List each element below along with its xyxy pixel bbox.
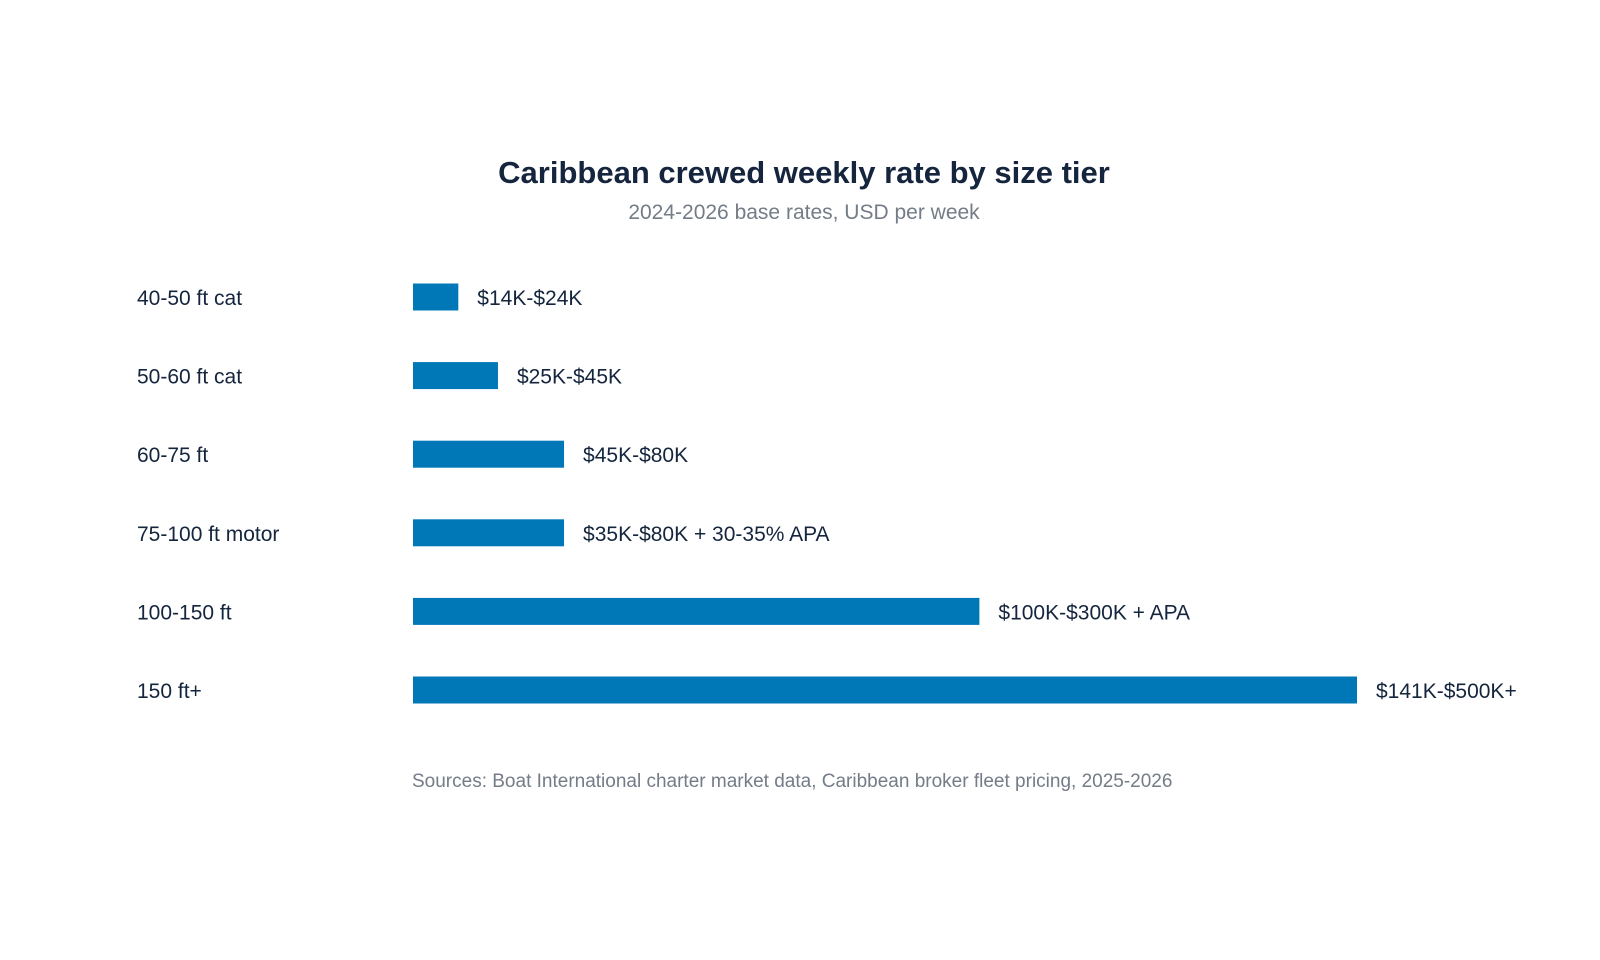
bar bbox=[413, 597, 980, 625]
category-label: 40-50 ft cat bbox=[137, 287, 242, 310]
data-label: $100K-$300K + APA bbox=[998, 601, 1190, 624]
chart-subtitle: 2024-2026 base rates, USD per week bbox=[628, 201, 980, 224]
data-label: $35K-$80K + 30-35% APA bbox=[583, 523, 830, 546]
category-label: 100-150 ft bbox=[137, 601, 232, 624]
category-label: 50-60 ft cat bbox=[137, 366, 242, 389]
source-note: Sources: Boat International charter mark… bbox=[412, 771, 1172, 792]
data-label: $25K-$45K bbox=[517, 366, 622, 389]
category-label: 150 ft+ bbox=[137, 680, 202, 703]
bar bbox=[413, 283, 459, 311]
bar bbox=[413, 676, 1357, 704]
category-label: 75-100 ft motor bbox=[137, 523, 279, 546]
data-label: $45K-$80K bbox=[583, 444, 688, 467]
bar bbox=[413, 362, 498, 390]
category-label: 60-75 ft bbox=[137, 444, 208, 467]
data-label: $141K-$500K+ bbox=[1376, 680, 1517, 703]
chart-title: Caribbean crewed weekly rate by size tie… bbox=[498, 155, 1110, 190]
bar bbox=[413, 440, 565, 468]
plot-area: 40-50 ft cat $14K-$24K 50-60 ft cat $25K-$4… bbox=[137, 283, 1517, 704]
bar bbox=[413, 519, 565, 547]
data-label: $14K-$24K bbox=[477, 287, 582, 310]
